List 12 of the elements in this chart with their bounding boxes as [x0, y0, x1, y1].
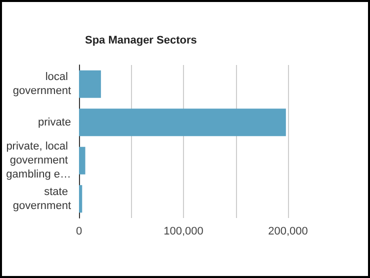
y-tick-label: local government: [12, 71, 71, 98]
bar: [79, 146, 86, 174]
x-tick-label: 100,000: [164, 226, 204, 238]
bar: [79, 185, 82, 213]
y-tick-label: state government: [12, 186, 71, 212]
y-tick-label: private: [38, 116, 71, 128]
chart-title: Spa Manager Sectors: [85, 34, 197, 46]
bar: [79, 70, 101, 98]
x-tick-label: 0: [76, 226, 82, 238]
bar: [79, 108, 286, 136]
x-tick-label: 200,000: [268, 226, 308, 238]
y-tick-label: private, local government gambling e…: [6, 140, 71, 181]
